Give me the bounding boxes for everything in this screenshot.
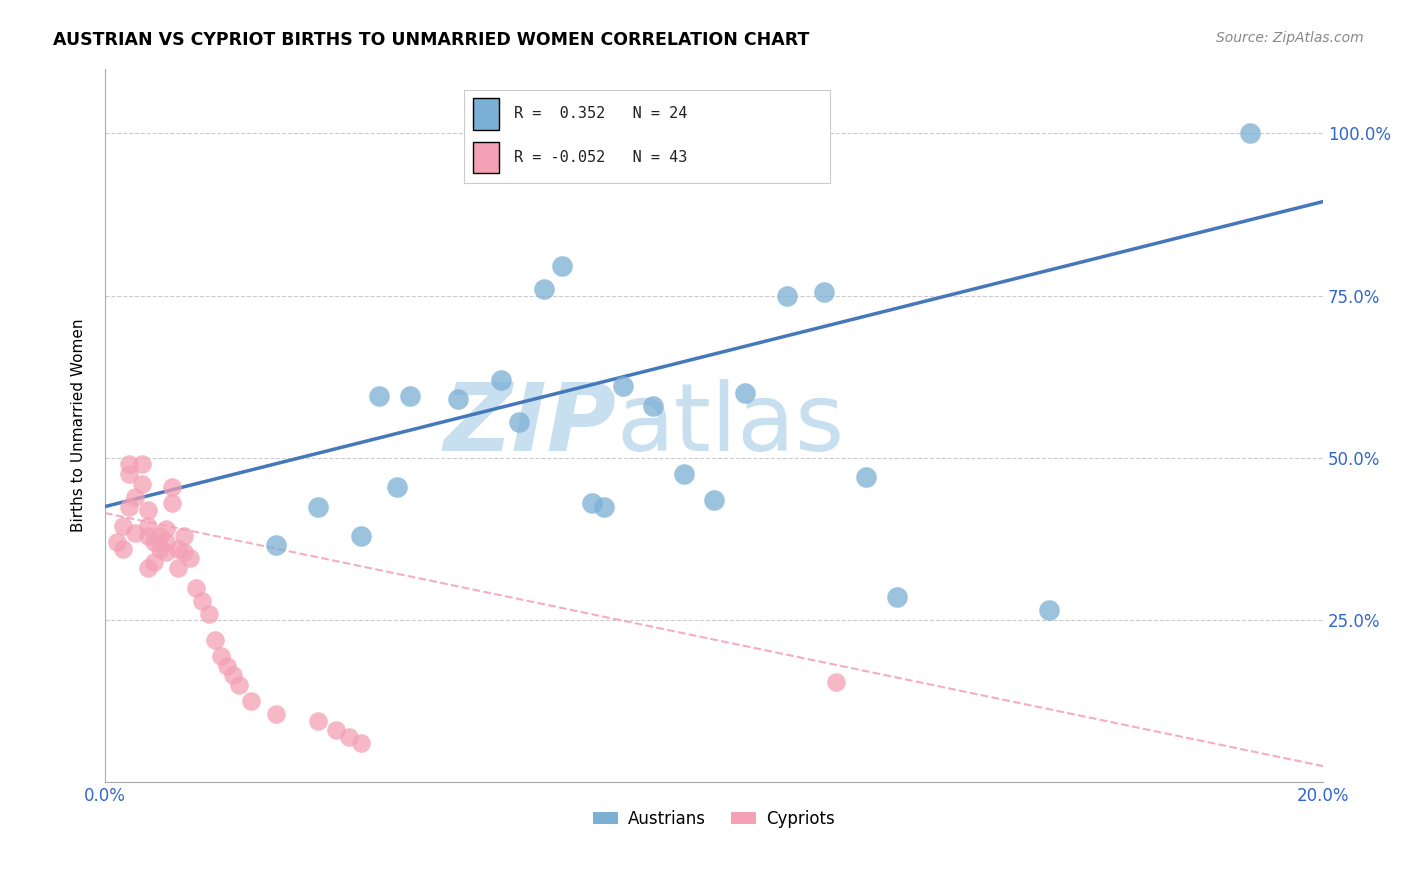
Point — [112, 541, 135, 556]
Point — [222, 668, 245, 682]
Point — [307, 714, 329, 728]
Point — [703, 493, 725, 508]
Point — [209, 648, 232, 663]
Point — [167, 541, 190, 556]
Point — [672, 467, 695, 482]
Point — [337, 730, 360, 744]
Point — [593, 500, 616, 514]
Point — [350, 529, 373, 543]
Point — [118, 467, 141, 482]
Point — [118, 458, 141, 472]
Point — [264, 539, 287, 553]
Point — [155, 545, 177, 559]
Point — [325, 723, 347, 738]
Point — [533, 282, 555, 296]
Point — [186, 581, 208, 595]
Point — [776, 288, 799, 302]
Point — [734, 386, 756, 401]
Point — [1038, 603, 1060, 617]
Point — [124, 490, 146, 504]
Point — [204, 632, 226, 647]
Point — [136, 519, 159, 533]
Y-axis label: Births to Unmarried Women: Births to Unmarried Women — [72, 318, 86, 533]
Point — [149, 529, 172, 543]
Point — [350, 736, 373, 750]
Point — [447, 392, 470, 407]
Point — [825, 674, 848, 689]
Point — [105, 535, 128, 549]
Point — [160, 496, 183, 510]
Point — [173, 545, 195, 559]
Point — [612, 379, 634, 393]
Point — [228, 678, 250, 692]
Point — [643, 399, 665, 413]
Point — [155, 522, 177, 536]
Point — [581, 496, 603, 510]
Point — [112, 519, 135, 533]
Point — [155, 535, 177, 549]
Point — [307, 500, 329, 514]
Point — [142, 555, 165, 569]
Point — [551, 260, 574, 274]
Point — [264, 707, 287, 722]
Point — [179, 551, 201, 566]
Point — [508, 415, 530, 429]
Point — [118, 500, 141, 514]
Point — [160, 480, 183, 494]
Point — [131, 476, 153, 491]
Point — [215, 658, 238, 673]
Point — [368, 389, 391, 403]
Point — [197, 607, 219, 621]
Point — [240, 694, 263, 708]
Point — [886, 591, 908, 605]
Point — [136, 503, 159, 517]
Point — [387, 480, 409, 494]
Point — [173, 529, 195, 543]
Point — [813, 285, 835, 300]
Point — [124, 525, 146, 540]
Text: ZIP: ZIP — [444, 379, 617, 472]
Point — [136, 529, 159, 543]
Text: Source: ZipAtlas.com: Source: ZipAtlas.com — [1216, 31, 1364, 45]
Point — [398, 389, 420, 403]
Point — [136, 561, 159, 575]
Point — [191, 593, 214, 607]
Text: atlas: atlas — [617, 379, 845, 472]
Point — [131, 458, 153, 472]
Point — [489, 373, 512, 387]
Point — [855, 470, 877, 484]
Legend: Austrians, Cypriots: Austrians, Cypriots — [586, 804, 842, 835]
Point — [1239, 127, 1261, 141]
Text: AUSTRIAN VS CYPRIOT BIRTHS TO UNMARRIED WOMEN CORRELATION CHART: AUSTRIAN VS CYPRIOT BIRTHS TO UNMARRIED … — [53, 31, 810, 49]
Point — [149, 541, 172, 556]
Point — [142, 535, 165, 549]
Point — [167, 561, 190, 575]
